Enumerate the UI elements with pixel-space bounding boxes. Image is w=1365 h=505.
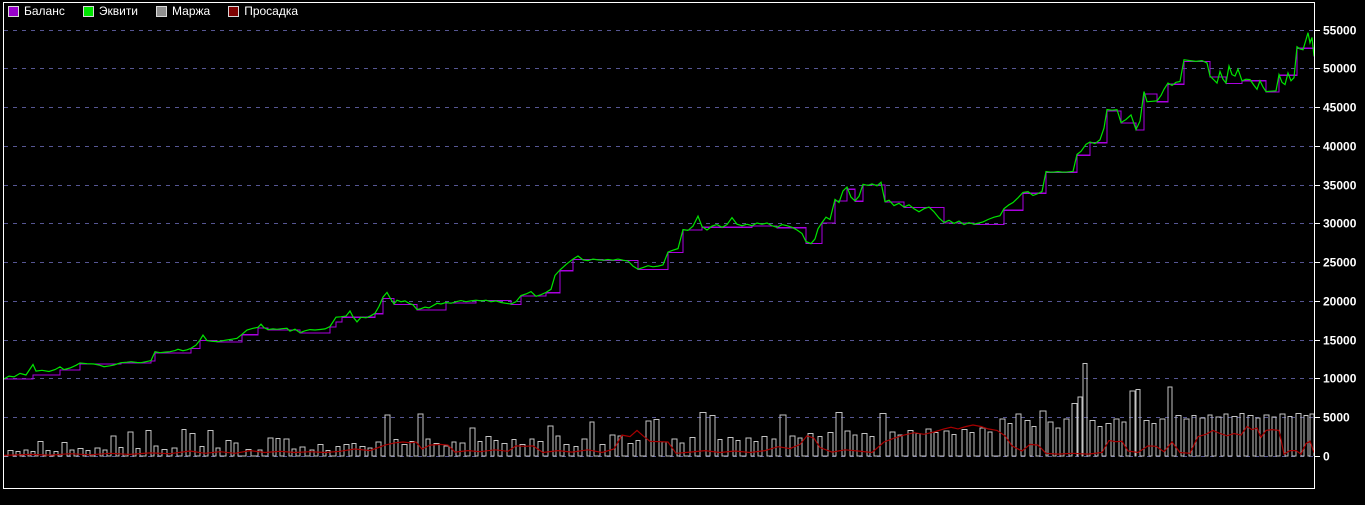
y-axis-label: 50000 <box>1323 62 1357 76</box>
legend-swatch-icon <box>156 5 168 17</box>
legend-item-3: Просадка <box>228 4 298 18</box>
balance-series <box>4 47 1314 380</box>
legend-label: Маржа <box>172 4 211 18</box>
legend-item-1: Эквити <box>82 4 139 18</box>
legend-swatch-icon <box>82 5 94 17</box>
legend-item-2: Маржа <box>156 4 210 18</box>
legend-swatch-icon <box>228 5 240 17</box>
legend-label: Эквити <box>98 4 139 18</box>
y-axis-label: 10000 <box>1323 372 1357 386</box>
y-axis-label: 55000 <box>1323 24 1357 38</box>
y-axis-label: 45000 <box>1323 101 1357 115</box>
legend-label: Просадка <box>244 4 299 18</box>
y-axis-label: 0 <box>1323 450 1330 464</box>
grid-lines <box>4 30 1314 457</box>
margin-series <box>4 363 1314 457</box>
y-axis-label: 30000 <box>1323 217 1357 231</box>
legend-swatch-icon <box>8 5 19 17</box>
y-axis: 0 5000 10000 15000 20000 25000 30000 35000 40000… <box>1315 24 1357 464</box>
chart-legend: Баланс Эквити Маржа Просадка <box>8 4 298 18</box>
drawdown-series <box>4 424 1314 456</box>
y-axis-label: 35000 <box>1323 179 1357 193</box>
legend-label: Баланс <box>24 4 65 18</box>
legend-item-0: Баланс <box>8 4 65 18</box>
y-axis-label: 20000 <box>1323 295 1357 309</box>
y-axis-label: 15000 <box>1323 334 1357 348</box>
plot-border <box>3 2 1315 489</box>
y-axis-label: 25000 <box>1323 256 1357 270</box>
y-axis-label: 40000 <box>1323 140 1357 154</box>
y-axis-label: 5000 <box>1323 411 1350 425</box>
equity-series <box>4 32 1314 380</box>
